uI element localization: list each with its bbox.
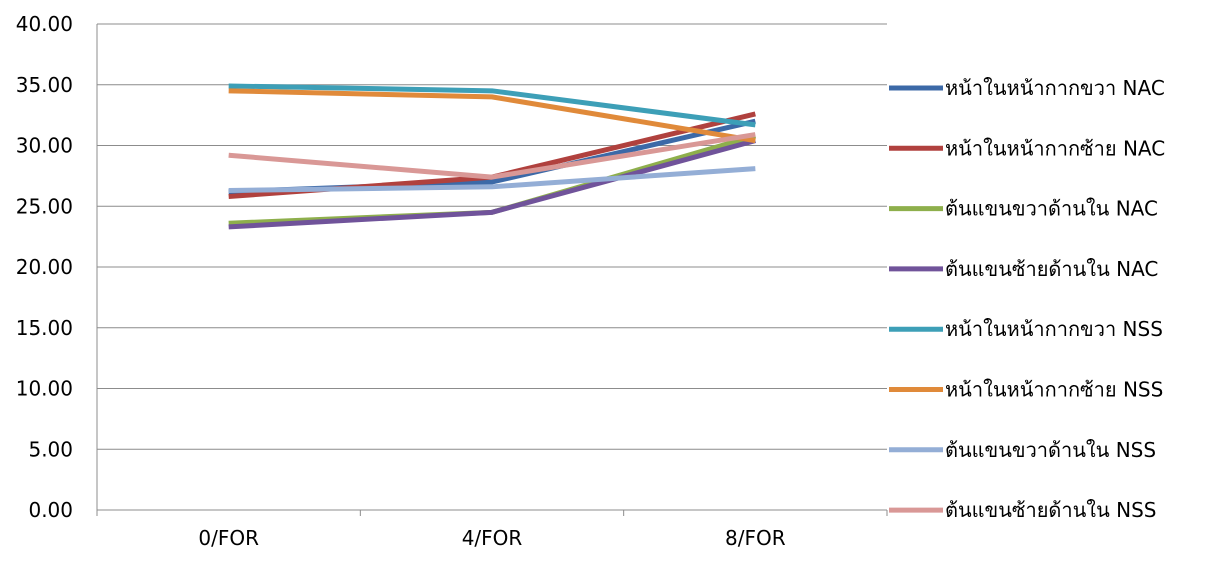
legend-label: หน้าในหน้ากากขวา NAC (945, 76, 1165, 100)
legend-label: ต้นแขนซ้ายด้านใน NAC (945, 257, 1158, 281)
legend-label: หน้าในหน้ากากขวา NSS (945, 317, 1163, 341)
legend-item: หน้าในหน้ากากขวา NAC (889, 76, 1165, 100)
y-tick-label: 0.00 (28, 498, 73, 522)
x-tick-label: 8/FOR (725, 526, 786, 550)
x-tick-label: 4/FOR (462, 526, 523, 550)
legend-item: หน้าในหน้ากากขวา NSS (889, 317, 1163, 341)
y-tick-label: 10.00 (16, 377, 73, 401)
x-tick-label: 0/FOR (198, 526, 259, 550)
legend-label: ต้นแขนซ้ายด้านใน NSS (945, 498, 1156, 522)
y-tick-label: 35.00 (16, 73, 73, 97)
legend-item: หน้าในหน้ากากซ้าย NAC (889, 136, 1165, 160)
y-axis-tick-labels: 0.00 5.00 10.00 15.00 20.00 25.00 30.00 35.00 40… (16, 12, 73, 522)
legend-item: ต้นแขนซ้ายด้านใน NSS (889, 498, 1156, 522)
legend-label: หน้าในหน้ากากซ้าย NAC (945, 136, 1165, 160)
legend-item: ต้นแขนซ้ายด้านใน NAC (889, 257, 1158, 281)
y-tick-label: 30.00 (16, 134, 73, 158)
y-tick-label: 5.00 (28, 437, 73, 461)
y-tick-label: 15.00 (16, 316, 73, 340)
legend-label: ต้นแขนขวาด้านใน NAC (945, 197, 1158, 221)
x-axis-tick-labels: 0/FOR 4/FOR 8/FOR (198, 526, 785, 550)
y-tick-label: 25.00 (16, 194, 73, 218)
legend-label: หน้าในหน้ากากซ้าย NSS (945, 378, 1163, 402)
legend-label: ต้นแขนขวาด้านใน NSS (945, 438, 1156, 462)
legend-item: ต้นแขนขวาด้านใน NSS (889, 438, 1156, 462)
y-tick-label: 20.00 (16, 255, 73, 279)
y-tick-label: 40.00 (16, 12, 73, 36)
legend: หน้าในหน้ากากขวา NAC หน้าในหน้ากากซ้าย NA… (889, 76, 1165, 522)
legend-item: ต้นแขนขวาด้านใน NAC (889, 197, 1158, 221)
legend-item: หน้าในหน้ากากซ้าย NSS (889, 378, 1163, 402)
